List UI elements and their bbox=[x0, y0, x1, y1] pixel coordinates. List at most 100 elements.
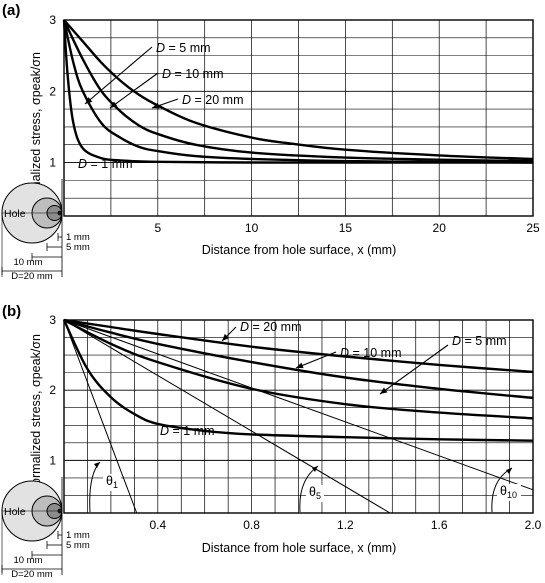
panel-b-grid bbox=[63, 319, 534, 514]
panel-b-ylabel: Normalized stress, σpeak/σn bbox=[29, 334, 43, 494]
annotation-value: = 10 mm bbox=[349, 346, 401, 360]
annotation-value: = 1 mm bbox=[87, 157, 133, 171]
angle-arc-head-2 bbox=[312, 466, 318, 472]
annotation-value: = 1 mm bbox=[169, 424, 215, 438]
x-tick-label: 1.2 bbox=[337, 518, 354, 532]
annotation-variable: D bbox=[182, 93, 191, 107]
panel-b-ticks: 0.4 0.8 1.2 1.6 2.0 1 2 3 bbox=[49, 313, 541, 532]
panel-a-hole-sketch: Hole 1 mm5 mm 10 mm D=20 mm bbox=[1, 179, 90, 282]
annotation-d10-arrow bbox=[295, 351, 337, 369]
annotation-variable: D bbox=[162, 67, 171, 81]
x-tick-label: 20 bbox=[433, 221, 447, 235]
angle-label-bg bbox=[306, 485, 324, 502]
panel-a-annotations: D = 5 mmD = 10 mmD = 20 mmD = 1 mm bbox=[78, 41, 243, 171]
angle-label-bg bbox=[103, 474, 121, 491]
x-tick-label: 25 bbox=[526, 221, 540, 235]
annotation-d10-arrow-head bbox=[110, 101, 118, 108]
y-tick-label: 3 bbox=[49, 313, 56, 327]
panel-a: (a) Normalized stress, σpeak/σn Distance… bbox=[1, 2, 540, 282]
panel-b-hole-sketch: Hole 1 mm5 mm 10 mm D=20 mm bbox=[1, 477, 90, 580]
annotation-d20: D = 20 mm bbox=[240, 320, 301, 334]
annotation-value: = 5 mm bbox=[461, 334, 507, 348]
hole-label: Hole bbox=[4, 506, 26, 518]
hole-label: Hole bbox=[4, 208, 26, 220]
angle-arc-head-3 bbox=[506, 468, 512, 474]
annotation-d10-arrow-head bbox=[296, 362, 304, 369]
y-tick-label: 2 bbox=[49, 383, 56, 397]
panel-b-xlabel: Distance from hole surface, x (mm) bbox=[202, 541, 397, 555]
annotation-d1: D = 1 mm bbox=[160, 424, 215, 438]
x-tick-label: 5 bbox=[154, 221, 161, 235]
annotation-variable: D bbox=[340, 346, 349, 360]
angle-label-theta5: θ5 bbox=[309, 485, 321, 501]
dimension-label: 10 mm bbox=[13, 257, 42, 268]
dimension-label: 5 mm bbox=[66, 242, 90, 253]
series-line--10-tangent bbox=[63, 319, 534, 491]
annotation-value: = 10 mm bbox=[171, 67, 223, 81]
panel-a-xlabel: Distance from hole surface, x (mm) bbox=[202, 243, 397, 257]
annotation-d5-arrow-head bbox=[85, 97, 93, 104]
series-line-d-20-mm bbox=[63, 318, 534, 374]
annotation-d1: D = 1 mm bbox=[78, 157, 133, 171]
panel-b-series bbox=[62, 318, 534, 514]
dimension-label: D=20 mm bbox=[11, 271, 53, 282]
panel-a-ylabel: Normalized stress, σpeak/σn bbox=[29, 52, 43, 212]
annotation-d20-arrow-head bbox=[222, 333, 230, 341]
y-tick-label: 3 bbox=[49, 13, 56, 27]
dimension-label: 5 mm bbox=[66, 540, 90, 551]
panel-a-series bbox=[62, 19, 534, 164]
annotation-d20: D = 20 mm bbox=[182, 93, 243, 107]
panel-a-ticks: 5 10 15 20 25 1 2 3 bbox=[49, 13, 540, 235]
angle-subscript: 5 bbox=[316, 491, 321, 501]
y-tick-label: 1 bbox=[49, 156, 56, 170]
angle-subscript: 1 bbox=[113, 480, 118, 490]
x-tick-label: 1.6 bbox=[431, 518, 448, 532]
series-line-d-1-mm bbox=[62, 319, 534, 442]
angle-symbol: θ bbox=[309, 485, 316, 499]
series-line--5-tangent bbox=[63, 319, 391, 514]
annotation-value: = 5 mm bbox=[165, 41, 211, 55]
x-tick-label: 2.0 bbox=[525, 518, 542, 532]
annotation-d5-arrow bbox=[379, 344, 449, 395]
angle-subscript: 10 bbox=[507, 490, 517, 500]
series-line-d-10-mm bbox=[62, 19, 534, 163]
x-tick-label: 0.4 bbox=[149, 518, 166, 532]
y-tick-label: 1 bbox=[49, 453, 56, 467]
annotation-variable: D bbox=[160, 424, 169, 438]
annotation-d10: D = 10 mm bbox=[162, 67, 223, 81]
annotation-d5: D = 5 mm bbox=[156, 41, 211, 55]
x-tick-label: 10 bbox=[245, 221, 259, 235]
dimension-label: D=20 mm bbox=[11, 569, 53, 580]
annotation-d5-arrow-head bbox=[380, 387, 388, 394]
dimension-label: 10 mm bbox=[13, 555, 42, 566]
angle-symbol: θ bbox=[106, 474, 113, 488]
panel-a-label: (a) bbox=[2, 2, 20, 19]
angle-arc-head-1 bbox=[94, 462, 100, 468]
annotation-variable: D bbox=[78, 157, 87, 171]
panel-a-grid bbox=[63, 19, 534, 217]
panel-b: (b) Normalized stress, σpeak/σn Distance… bbox=[1, 303, 542, 580]
series-line-d-5-mm bbox=[62, 19, 534, 164]
annotation-d10: D = 10 mm bbox=[340, 346, 401, 360]
angle-label-theta1: θ1 bbox=[106, 474, 118, 490]
annotation-variable: D bbox=[156, 41, 165, 55]
annotation-value: = 20 mm bbox=[249, 320, 301, 334]
angle-arc-1 bbox=[89, 461, 101, 513]
y-tick-label: 2 bbox=[49, 84, 56, 98]
series-line-d-20-mm bbox=[63, 19, 534, 161]
annotation-variable: D bbox=[452, 334, 461, 348]
annotation-d10-arrow bbox=[109, 72, 159, 109]
angle-label-theta10: θ10 bbox=[500, 484, 517, 500]
annotation-variable: D bbox=[240, 320, 249, 334]
angle-label-bg bbox=[497, 484, 521, 501]
x-tick-label: 15 bbox=[339, 221, 353, 235]
x-tick-label: 0.8 bbox=[243, 518, 260, 532]
annotation-d5: D = 5 mm bbox=[452, 334, 507, 348]
series-line--1-tangent bbox=[63, 319, 138, 514]
annotation-d20-arrow-head bbox=[152, 102, 160, 109]
annotation-value: = 20 mm bbox=[191, 93, 243, 107]
panel-b-label: (b) bbox=[2, 303, 21, 320]
annotation-d5-arrow bbox=[84, 46, 153, 105]
